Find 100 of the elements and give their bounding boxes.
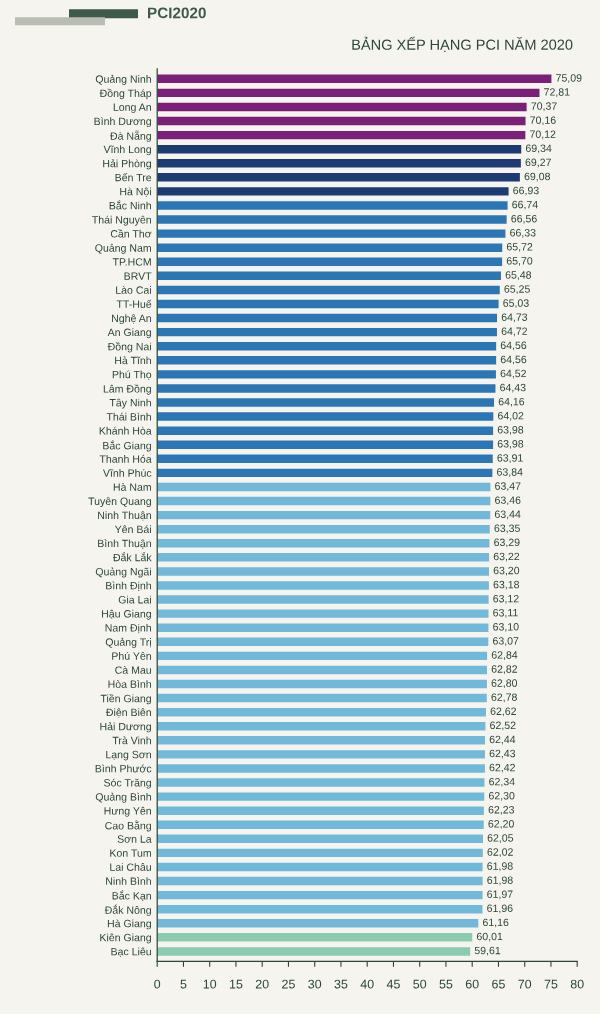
y-tick-label: Quảng Nam (95, 243, 151, 254)
data-label: 62,05 (487, 834, 514, 843)
bar (157, 581, 489, 590)
bar (157, 173, 520, 182)
data-label: 63,44 (494, 510, 521, 520)
bar (157, 904, 483, 914)
bar (157, 553, 490, 562)
y-tick-label: Tây Ninh (109, 398, 151, 409)
data-label: 64,72 (501, 327, 528, 337)
x-tick-label: 30 (308, 979, 322, 989)
bar (157, 665, 487, 675)
data-label: 64,56 (500, 355, 527, 365)
y-tick-label: Gia Lai (118, 595, 151, 604)
data-label: 63,46 (495, 496, 521, 506)
data-label: 63,98 (497, 440, 524, 449)
x-tick-label: 70 (518, 979, 532, 989)
y-tick-label: Trà Vinh (112, 736, 151, 745)
bar (157, 454, 493, 464)
y-tick-label: Quảng Bình (95, 792, 151, 803)
data-label: 66,56 (511, 214, 537, 224)
bar (157, 862, 483, 872)
y-tick-label: Bình Định (106, 581, 151, 591)
y-tick-label: Sóc Trăng (104, 778, 151, 789)
y-tick-label: Hải Phòng (103, 159, 151, 170)
bar (157, 215, 507, 224)
bar (157, 524, 490, 534)
bar (157, 609, 489, 618)
bar (157, 187, 509, 196)
data-label: 64,43 (500, 383, 526, 393)
data-label: 62,30 (488, 791, 515, 801)
bar (157, 257, 503, 266)
y-tick-label: Quảng Ninh (95, 74, 151, 85)
y-tick-label: Lai Châu (110, 863, 151, 871)
x-tick-label: 65 (492, 979, 505, 989)
y-tick-label: Ninh Thuận (98, 511, 151, 521)
bar (157, 651, 488, 661)
bar (157, 313, 498, 323)
data-label: 63,22 (493, 552, 520, 562)
data-label: 64,56 (500, 341, 527, 351)
bar (157, 130, 526, 140)
bar (157, 88, 540, 98)
y-tick-label: Bắc Ninh (109, 200, 151, 210)
bar (157, 947, 471, 956)
y-tick-label: Lào Cai (116, 285, 151, 294)
bar (157, 412, 494, 421)
y-tick-label: Tiền Giang (100, 694, 151, 705)
x-tick-label: 40 (360, 979, 374, 989)
data-label: 62,20 (488, 820, 514, 829)
data-label: 69,34 (525, 144, 552, 154)
bar (157, 806, 484, 815)
x-tick-label: 35 (334, 979, 348, 989)
data-label: 60,01 (476, 932, 503, 942)
y-tick-label: Lạng Sơn (106, 750, 151, 761)
data-label: 64,02 (498, 411, 524, 421)
bar (157, 722, 486, 731)
y-tick-label: TT-Huế (116, 299, 152, 308)
y-tick-label: Lâm Đồng (103, 384, 151, 395)
bar (157, 398, 495, 407)
x-tick-label: 45 (386, 979, 400, 989)
data-label: 62,42 (489, 763, 515, 773)
bar (157, 848, 483, 858)
data-label: 62,23 (488, 806, 515, 815)
y-tick-label: Tuyên Quang (88, 497, 151, 508)
data-label: 72,81 (544, 88, 570, 97)
data-label: 63,10 (493, 623, 519, 632)
x-tick-label: 55 (439, 979, 453, 989)
y-tick-label: Phú Yên (112, 651, 151, 660)
data-label: 69,08 (524, 172, 550, 182)
x-tick-label: 25 (282, 979, 295, 989)
data-label: 69,27 (525, 158, 551, 168)
data-label: 62,44 (489, 735, 516, 745)
y-tick-label: An Giang (107, 328, 151, 339)
y-tick-label: Sơn La (117, 835, 152, 843)
bar (157, 510, 491, 520)
data-label: 62,82 (491, 665, 518, 675)
data-label: 61,16 (482, 918, 509, 928)
bar (157, 750, 485, 759)
bar (157, 595, 489, 604)
data-label: 62,62 (490, 707, 517, 717)
y-tick-label: TP.HCM (112, 258, 151, 266)
y-tick-label: Hà Nam (113, 483, 151, 491)
bar (157, 144, 522, 154)
data-label: 66,33 (510, 228, 536, 238)
y-tick-label: Quảng Trị (105, 637, 151, 648)
x-tick-label: 80 (570, 979, 584, 989)
x-tick-label: 50 (413, 979, 427, 989)
data-label: 65,03 (503, 299, 529, 309)
data-label: 63,12 (493, 594, 519, 604)
data-label: 75,09 (556, 74, 582, 83)
bar (157, 876, 483, 886)
bar (157, 271, 501, 281)
data-label: 66,93 (513, 186, 539, 196)
data-label: 62,43 (489, 749, 516, 759)
data-label: 62,80 (491, 679, 518, 689)
data-label: 63,07 (493, 637, 519, 646)
bar (157, 778, 485, 787)
x-tick-label: 0 (154, 979, 161, 989)
bar (157, 623, 489, 632)
data-label: 59,61 (474, 946, 501, 956)
bar (157, 792, 485, 801)
